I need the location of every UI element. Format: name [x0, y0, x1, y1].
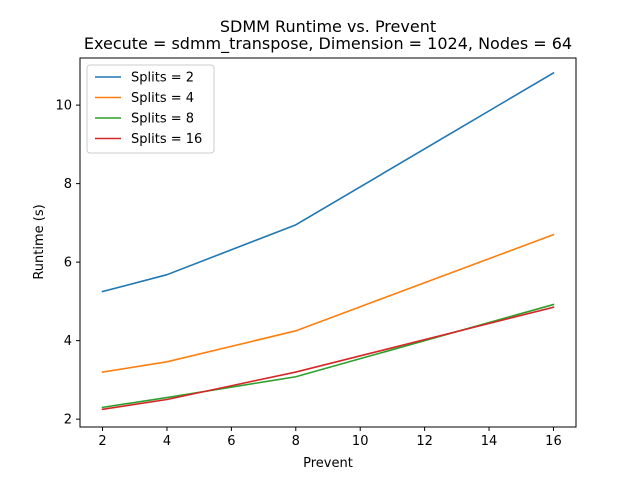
- x-tick-label-5: 12: [416, 434, 433, 449]
- x-tick-label-4: 10: [352, 434, 369, 449]
- y-axis: 2 4 6 8 10: [55, 99, 80, 428]
- chart-title: SDMM Runtime vs. Prevent: [220, 17, 436, 36]
- legend-label-1: Splits = 4: [131, 91, 194, 106]
- y-axis-label: Runtime (s): [32, 204, 47, 279]
- series-line-0: [101, 71, 555, 293]
- x-tick-label-2: 6: [227, 434, 235, 449]
- y-tick-label-4: 10: [55, 99, 72, 114]
- plot-frame: [79, 57, 577, 428]
- x-tick-label-6: 14: [481, 434, 498, 449]
- x-axis-label: Prevent: [303, 456, 353, 471]
- series-line-2: [101, 303, 555, 409]
- x-tick-label-7: 16: [545, 434, 562, 449]
- series-line-3: [101, 306, 555, 411]
- legend-label-0: Splits = 2: [131, 71, 194, 86]
- legend-label-3: Splits = 16: [131, 132, 202, 147]
- series-line-1: [101, 233, 555, 373]
- x-tick-label-1: 4: [163, 434, 171, 449]
- legend-box: [86, 64, 215, 154]
- x-axis: 2 4 6 8 10 12 14 16: [98, 427, 562, 449]
- x-tick-label-3: 8: [292, 434, 300, 449]
- y-tick-label-1: 4: [64, 334, 72, 349]
- y-tick-label-0: 2: [64, 413, 72, 428]
- x-tick-label-0: 2: [98, 434, 106, 449]
- legend-label-2: Splits = 8: [131, 112, 194, 127]
- plot-area: [101, 71, 555, 411]
- y-tick-label-3: 8: [64, 177, 72, 192]
- y-tick-label-2: 6: [64, 256, 72, 271]
- chart-subtitle: Execute = sdmm_transpose, Dimension = 10…: [84, 34, 572, 54]
- legend: Splits = 2 Splits = 4 Splits = 8 Splits = 1…: [86, 64, 215, 154]
